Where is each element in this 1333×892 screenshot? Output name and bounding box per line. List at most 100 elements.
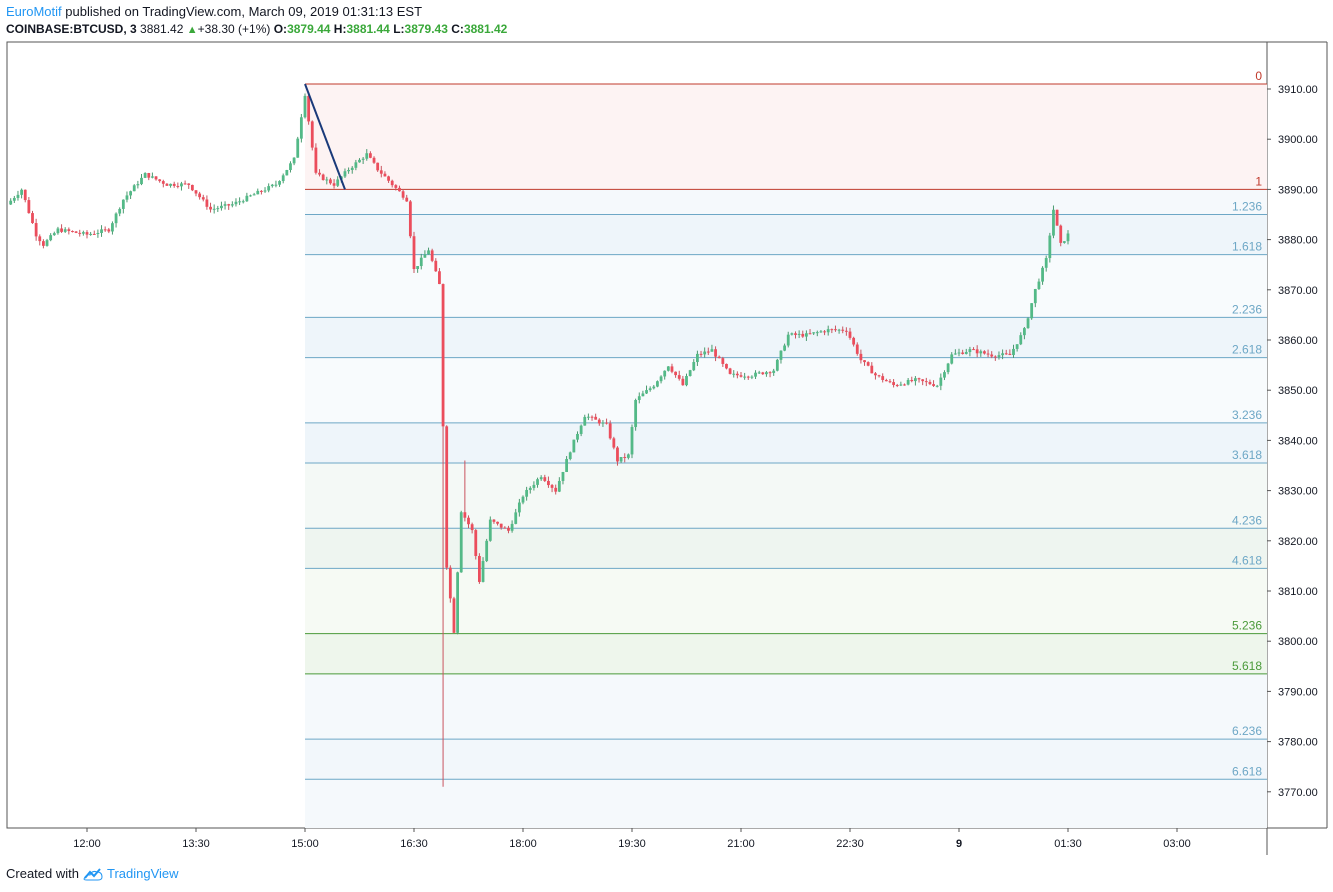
candle-body	[1026, 318, 1030, 329]
candle-body	[136, 184, 140, 186]
candle-body	[594, 416, 598, 420]
candle-body	[648, 388, 652, 391]
candle-body	[543, 477, 547, 481]
fib-level-label: 2.618	[1232, 343, 1262, 357]
candle-body	[369, 153, 372, 158]
time-tick-label: 12:00	[73, 838, 101, 850]
candle-body	[107, 229, 111, 232]
candle-body	[844, 330, 848, 332]
tradingview-cloud-icon	[83, 867, 103, 880]
candle-body	[623, 456, 627, 458]
fib-level-label: 2.236	[1232, 302, 1262, 316]
fib-band	[305, 673, 1267, 740]
close-value: 3881.42	[463, 22, 508, 36]
candle-body	[547, 480, 550, 486]
candle-body	[921, 379, 925, 382]
candle-body	[194, 190, 198, 194]
fib-level-label: 4.618	[1232, 553, 1262, 567]
candle-body	[1015, 344, 1019, 349]
candle-body	[819, 331, 823, 333]
candle-body	[176, 185, 180, 187]
candle-body	[757, 372, 761, 374]
candle-body	[903, 384, 906, 386]
candle-body	[198, 193, 202, 198]
candle-body	[256, 190, 260, 195]
candle-body	[910, 379, 914, 382]
candle-body	[89, 233, 93, 235]
candle-body	[230, 204, 234, 206]
candle-body	[997, 355, 1001, 357]
fib-level-label: 6.618	[1232, 764, 1262, 778]
time-tick-label: 16:30	[400, 838, 428, 850]
candles	[9, 93, 1070, 787]
fib-band	[305, 739, 1267, 780]
publish-info: EuroMotif published on TradingView.com, …	[6, 4, 422, 19]
candle-body	[823, 331, 826, 333]
candle-body	[510, 523, 514, 531]
candle-body	[405, 197, 409, 202]
candle-body	[227, 204, 231, 206]
symbol-label[interactable]: COINBASE:BTCUSD, 3	[6, 22, 137, 36]
price-tick-label: 3830.00	[1278, 486, 1318, 498]
candle-body	[220, 205, 223, 209]
candle-body	[619, 456, 623, 462]
candle-body	[576, 433, 579, 440]
candle-body	[216, 208, 220, 210]
fib-band	[305, 83, 1267, 190]
candle-body	[1041, 267, 1044, 282]
candle-body	[260, 190, 263, 192]
candle-body	[303, 95, 307, 118]
candle-body	[416, 266, 420, 270]
candle-body	[169, 183, 172, 186]
candle-body	[85, 232, 89, 235]
candle-body	[557, 480, 561, 492]
candle-body	[652, 386, 656, 389]
candle-body	[772, 370, 776, 373]
candle-body	[423, 254, 427, 258]
candle-body	[855, 344, 859, 354]
author-link[interactable]: EuroMotif	[6, 4, 62, 19]
fib-band	[305, 214, 1267, 255]
time-tick-label: 19:30	[618, 838, 646, 850]
candle-body	[794, 333, 797, 335]
trend-line	[304, 83, 346, 190]
candle-body	[834, 329, 837, 331]
candle-body	[42, 241, 45, 246]
candle-body	[946, 363, 950, 373]
tradingview-brand-link[interactable]: TradingView	[106, 866, 179, 881]
candle-body	[372, 157, 376, 163]
candle-body	[45, 240, 49, 246]
fib-band	[305, 528, 1267, 569]
candle-body	[706, 351, 710, 353]
candle-body	[209, 206, 212, 210]
candle-body	[332, 183, 336, 186]
candle-body	[401, 191, 405, 198]
candle-body	[961, 352, 965, 354]
candle-body	[783, 345, 786, 351]
candle-body	[307, 95, 311, 122]
candle-body	[993, 356, 997, 358]
candle-body	[986, 353, 990, 355]
fib-band	[305, 189, 1267, 215]
low-value: 3879.43	[404, 22, 448, 36]
candle-body	[1030, 303, 1034, 319]
candle-body	[252, 194, 256, 196]
candle-body	[318, 172, 321, 175]
candle-body	[870, 365, 874, 374]
candle-body	[801, 333, 805, 337]
candle-body	[354, 162, 358, 168]
candle-body	[74, 231, 78, 233]
candle-body	[714, 349, 717, 357]
price-tick-label: 3840.00	[1278, 435, 1318, 447]
fib-level-label: 5.236	[1232, 619, 1262, 633]
candle-body	[347, 169, 350, 172]
candle-body	[172, 183, 176, 186]
candle-body	[583, 416, 587, 426]
candle-body	[430, 250, 434, 261]
candle-body	[699, 353, 703, 355]
candle-body	[1052, 209, 1055, 236]
price-tick-label: 3820.00	[1278, 536, 1318, 548]
candle-body	[532, 484, 536, 488]
candle-body	[263, 190, 267, 192]
